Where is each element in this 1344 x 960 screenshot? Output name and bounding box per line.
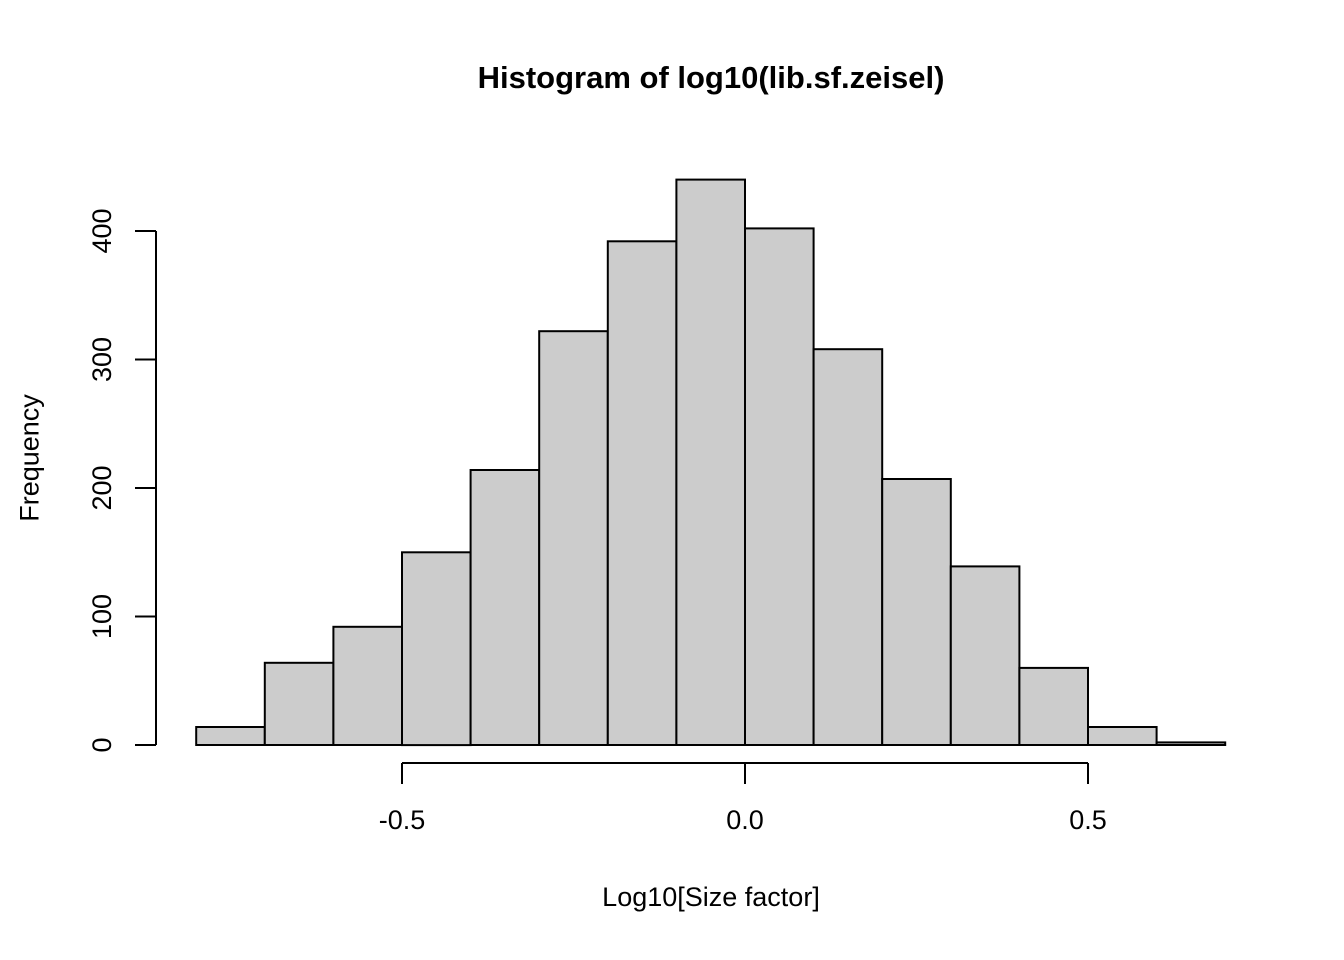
y-tick-label: 100 [87, 594, 117, 639]
histogram-bar [263, 661, 335, 746]
y-tick-label: 300 [87, 337, 117, 382]
histogram-bar [606, 240, 678, 747]
y-tick-label: 200 [87, 465, 117, 510]
histogram-bar [744, 227, 815, 746]
histogram-bar [469, 469, 541, 746]
y-tick-label: 400 [87, 208, 117, 253]
histogram-bar [675, 178, 747, 747]
histogram-bar [1087, 726, 1158, 746]
y-tick-label: 0 [87, 737, 117, 752]
histogram-bar [538, 330, 609, 746]
x-tick-label: 0.0 [726, 805, 764, 835]
histogram-bar [195, 726, 266, 746]
y-axis-title: Frequency [14, 394, 45, 522]
x-axis: -0.5 0.0 0.5 [379, 762, 1107, 835]
histogram-bars [195, 178, 1227, 747]
histogram-bar [812, 348, 884, 746]
x-axis-title: Log10[Size factor] [602, 882, 820, 912]
x-tick-label: 0.5 [1069, 805, 1107, 835]
x-tick-label: -0.5 [379, 805, 426, 835]
histogram-bar [881, 478, 952, 746]
histogram-bar [1155, 741, 1227, 747]
histogram-bar [332, 625, 403, 746]
chart-title: Histogram of log10(lib.sf.zeisel) [477, 60, 945, 95]
histogram-bar [1018, 666, 1090, 747]
histogram-bar [949, 565, 1021, 747]
y-axis: 0 100 200 300 400 [87, 208, 157, 753]
histogram-bar [401, 551, 472, 747]
